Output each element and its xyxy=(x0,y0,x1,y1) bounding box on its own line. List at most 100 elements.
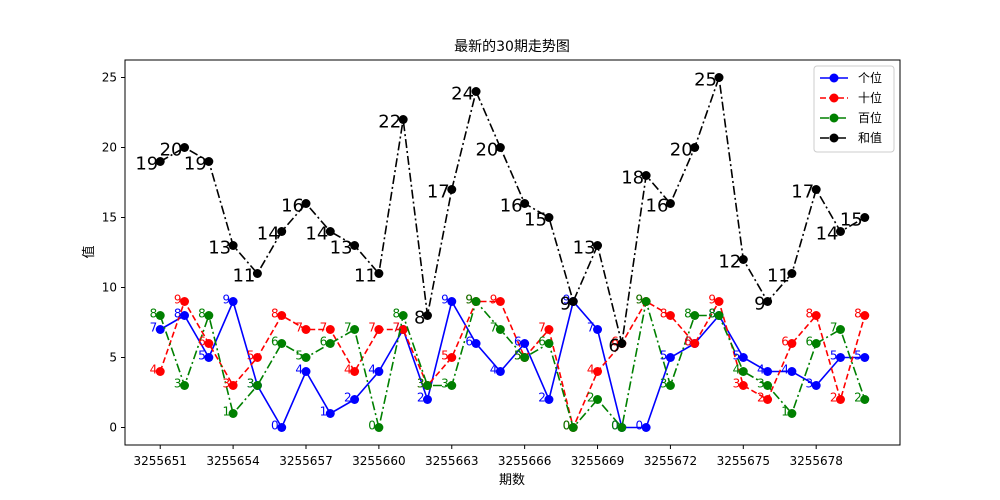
series-3-data-label: 7 xyxy=(830,321,838,335)
series-3-point xyxy=(593,395,603,404)
series-3-data-label: 6 xyxy=(806,335,814,349)
series-2-data-label: 6 xyxy=(611,335,619,349)
series-3-point xyxy=(738,367,748,376)
x-tick-label: 3255660 xyxy=(352,454,405,468)
series-2-point xyxy=(398,325,408,334)
legend-label-4: 和值 xyxy=(858,130,882,145)
series-1-data-label: 4 xyxy=(757,363,765,377)
series-1-point xyxy=(422,395,432,404)
series-4-point xyxy=(447,185,457,194)
y-tick-label: 5 xyxy=(109,351,117,365)
series-2-point xyxy=(787,339,797,348)
legend-label-2: 十位 xyxy=(858,90,882,105)
series-4-data-label: 11 xyxy=(232,266,255,287)
series-2-point xyxy=(252,353,262,362)
series-2-data-label: 2 xyxy=(830,391,838,405)
series-3-point xyxy=(277,339,287,348)
series-3-point xyxy=(301,353,311,362)
series-4-point xyxy=(690,143,700,152)
series-1-data-label: 2 xyxy=(344,391,352,405)
series-3-data-label: 3 xyxy=(441,377,449,391)
series-4-point xyxy=(277,227,287,236)
plot-frame xyxy=(124,59,901,446)
series-4-data-label: 19 xyxy=(184,154,207,175)
series-2-point xyxy=(544,325,554,334)
series-3-point xyxy=(690,311,700,320)
series-3-point xyxy=(835,325,845,334)
series-2-point xyxy=(763,395,773,404)
series-3-data-label: 0 xyxy=(368,419,376,433)
series-4-data-label: 19 xyxy=(135,154,158,175)
series-3-data-label: 5 xyxy=(514,349,522,363)
series-1-point xyxy=(520,339,530,348)
series-1-point xyxy=(471,339,481,348)
series-2-data-label: 8 xyxy=(806,307,814,321)
series-2-data-label: 5 xyxy=(514,349,522,363)
series-2-data-label: 6 xyxy=(781,335,789,349)
series-4-data-label: 13 xyxy=(208,238,231,259)
series-3-point xyxy=(447,381,457,390)
series-1-data-label: 7 xyxy=(587,321,595,335)
series-2-point xyxy=(325,325,335,334)
series-1-data-label: 7 xyxy=(393,321,401,335)
y-tick-label: 15 xyxy=(102,211,117,225)
series-line-1 xyxy=(159,299,865,430)
series-3-data-label: 3 xyxy=(247,377,255,391)
series-4-point xyxy=(811,185,821,194)
series-3-point xyxy=(495,325,505,334)
series-3-point xyxy=(422,381,432,390)
series-3-data-label: 4 xyxy=(733,363,741,377)
series-2-point xyxy=(811,311,821,320)
series-3-data-label: 1 xyxy=(781,405,789,419)
series-2-point xyxy=(593,367,603,376)
series-4-data-label: 6 xyxy=(608,336,619,357)
series-1-point xyxy=(277,423,287,432)
series-1-data-label: 3 xyxy=(806,377,814,391)
series-3-data-label: 9 xyxy=(465,293,473,307)
series-2-data-label: 7 xyxy=(393,321,401,335)
series-2-point xyxy=(180,297,190,306)
series-1-data-label: 9 xyxy=(563,293,571,307)
series-1-point xyxy=(738,353,748,362)
series-2-point xyxy=(277,311,287,320)
series-1-data-label: 0 xyxy=(611,419,619,433)
series-3-point xyxy=(471,297,481,306)
series-4-point xyxy=(325,227,335,236)
series-1-data-label: 8 xyxy=(174,307,182,321)
series-2-data-label: 7 xyxy=(368,321,376,335)
series-3-point xyxy=(714,311,724,320)
series-2-data-label: 3 xyxy=(222,377,230,391)
series-4-point xyxy=(520,199,530,208)
y-axis-ticks: 0 5 10 15 20 25 xyxy=(102,71,125,435)
series-4-data-label: 11 xyxy=(767,266,790,287)
series-1-point xyxy=(447,297,457,306)
y-tick-label: 20 xyxy=(102,141,117,155)
series-1-point xyxy=(155,325,165,334)
series-4-point xyxy=(763,297,773,306)
series-3-data-label: 1 xyxy=(222,405,230,419)
series-4-point xyxy=(471,87,481,96)
series-1-data-label: 1 xyxy=(320,405,328,419)
series-2-data-label: 4 xyxy=(150,363,158,377)
series-1-point xyxy=(860,353,870,362)
series-2-point xyxy=(301,325,311,334)
series-2-data-label: 7 xyxy=(295,321,303,335)
series-1-point xyxy=(180,311,190,320)
series-2-data-label: 3 xyxy=(733,377,741,391)
series-2-data-label: 9 xyxy=(174,293,182,307)
series-2-point xyxy=(690,339,700,348)
series-2-point xyxy=(374,325,384,334)
series-4-data-label: 14 xyxy=(257,224,280,245)
y-tick-label: 25 xyxy=(102,71,117,85)
series-3-data-label: 3 xyxy=(660,377,668,391)
series-1-point xyxy=(228,297,238,306)
series-1-point xyxy=(301,367,311,376)
series-1-point xyxy=(641,423,651,432)
series-1-point xyxy=(665,353,675,362)
plot-area xyxy=(125,60,900,445)
series-4-data-label: 9 xyxy=(560,294,571,315)
legend-marker-4 xyxy=(829,133,839,143)
series-4-data-label: 16 xyxy=(646,196,669,217)
